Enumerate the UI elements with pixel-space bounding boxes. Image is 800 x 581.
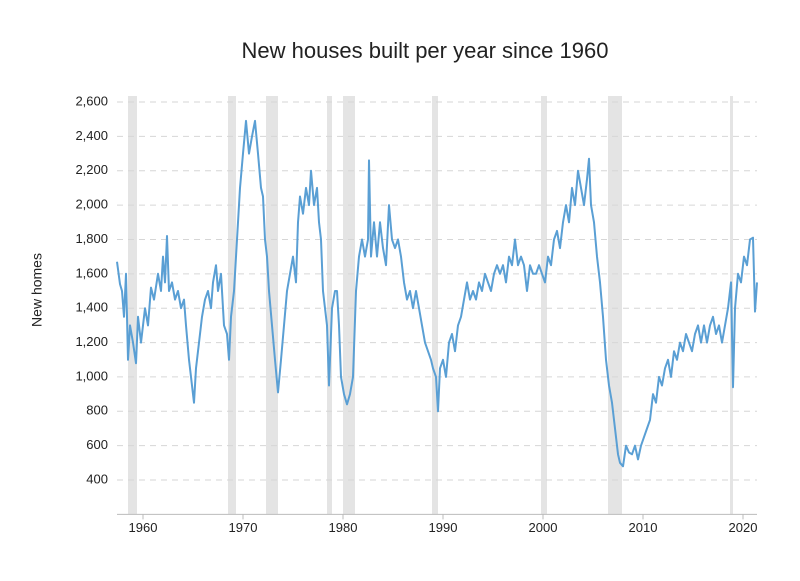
y-tick-label: 600 bbox=[86, 437, 108, 452]
y-tick-label: 1,000 bbox=[75, 368, 108, 383]
y-tick-label: 1,800 bbox=[75, 231, 108, 246]
x-tick-label: 1980 bbox=[329, 520, 358, 535]
recession-band bbox=[343, 96, 355, 515]
y-axis-label: New homes bbox=[29, 253, 45, 327]
y-tick-label: 400 bbox=[86, 471, 108, 486]
x-tick-label: 1990 bbox=[429, 520, 458, 535]
y-tick-label: 2,400 bbox=[75, 128, 108, 143]
recession-band bbox=[266, 96, 278, 515]
x-tick-label: 1970 bbox=[229, 520, 258, 535]
y-tick-label: 1,400 bbox=[75, 300, 108, 315]
data-line bbox=[116, 119, 758, 468]
recession-band bbox=[327, 96, 332, 515]
y-tick-label: 1,200 bbox=[75, 334, 108, 349]
x-tick-label: 2000 bbox=[529, 520, 558, 535]
y-tick-label: 2,200 bbox=[75, 162, 108, 177]
recession-band bbox=[541, 96, 547, 515]
chart-title: New houses built per year since 1960 bbox=[242, 38, 609, 63]
recession-band bbox=[608, 96, 622, 515]
recession-band bbox=[128, 96, 137, 515]
x-tick-label: 1960 bbox=[129, 520, 158, 535]
recession-band bbox=[432, 96, 438, 515]
y-tick-label: 800 bbox=[86, 403, 108, 418]
y-tick-label: 2,000 bbox=[75, 197, 108, 212]
y-tick-label: 1,600 bbox=[75, 265, 108, 280]
x-tick-label: 2020 bbox=[729, 520, 758, 535]
x-tick-label: 2010 bbox=[629, 520, 658, 535]
y-tick-label: 2,600 bbox=[75, 93, 108, 108]
